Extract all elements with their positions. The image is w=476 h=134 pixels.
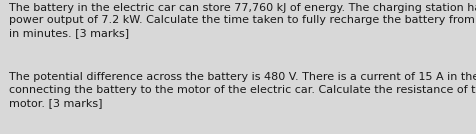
Text: The potential difference across the battery is 480 V. There is a current of 15 A: The potential difference across the batt… [9,72,476,108]
Text: The battery in the electric car can store 77,760 kJ of energy. The charging stat: The battery in the electric car can stor… [9,3,476,38]
